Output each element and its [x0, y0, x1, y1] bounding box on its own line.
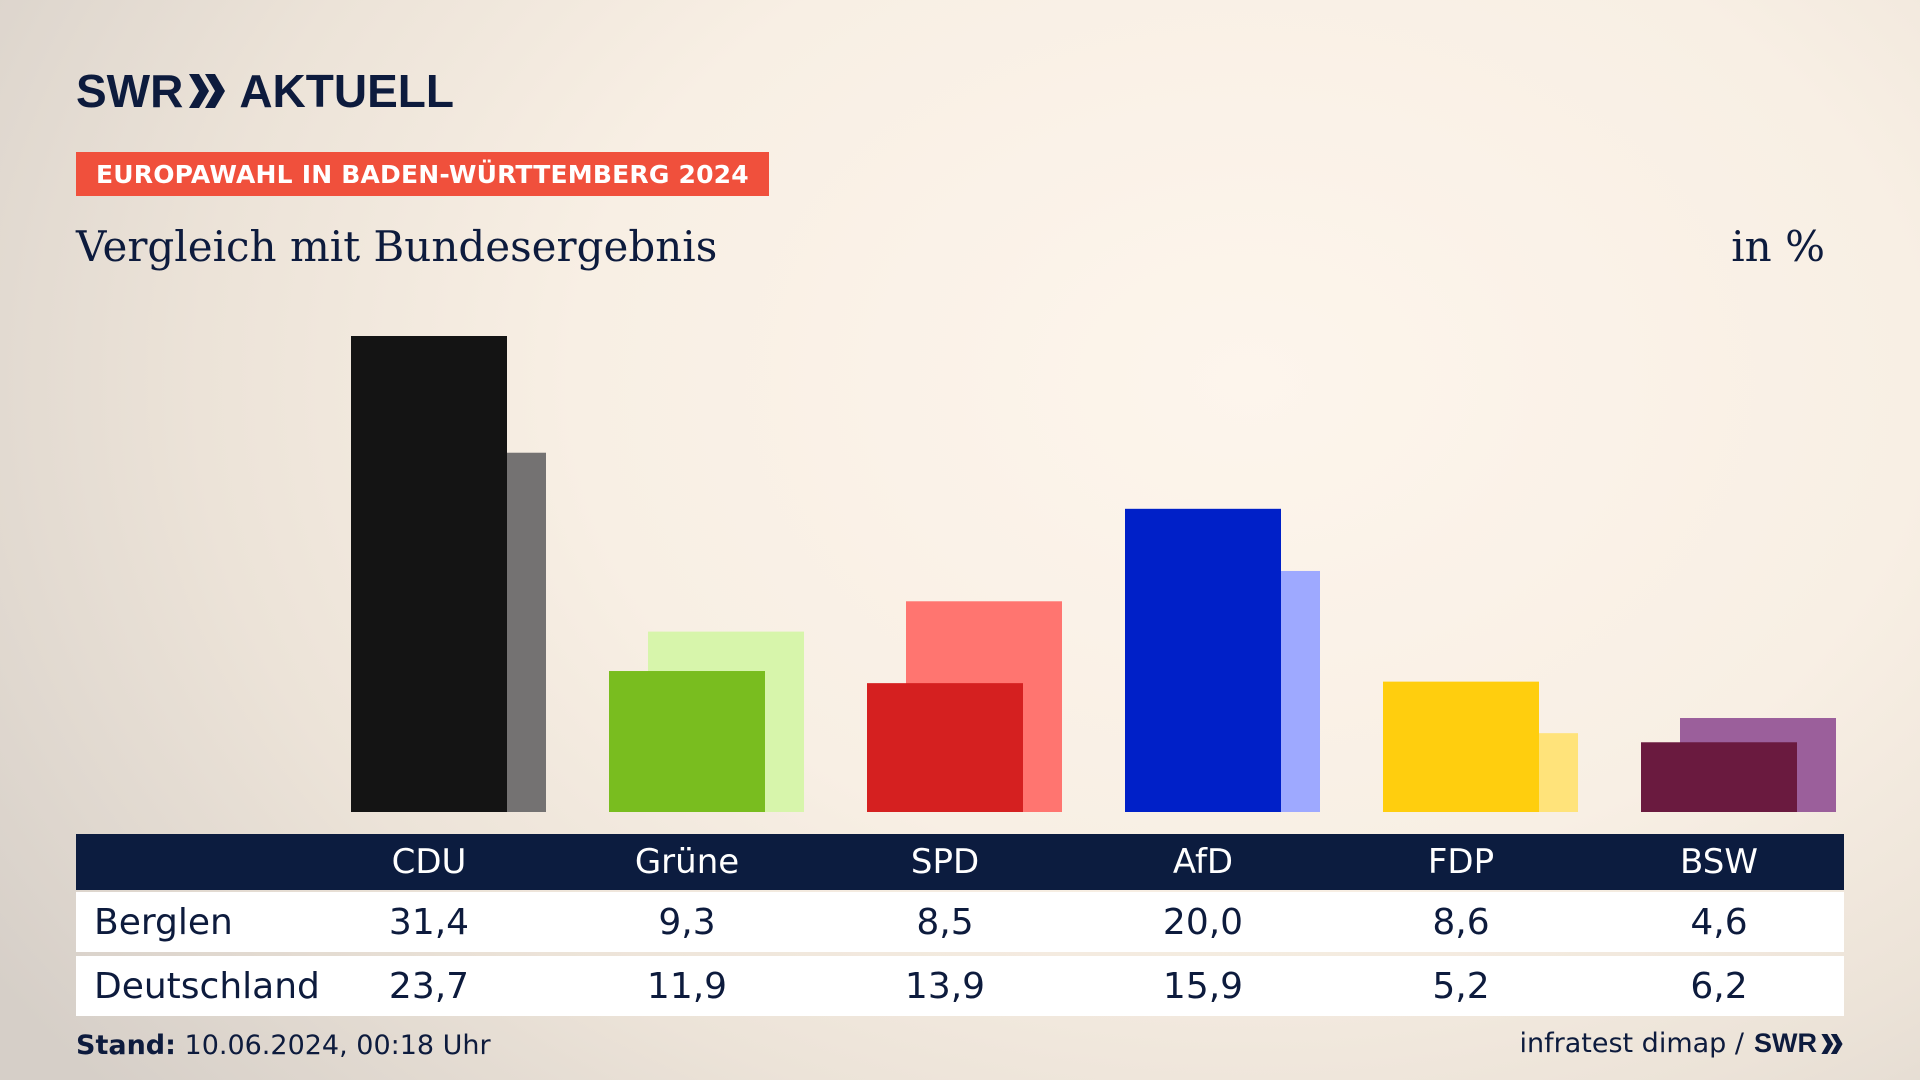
value-berglen-afd: 20,0	[1162, 901, 1244, 943]
bar-berglen-afd	[1125, 508, 1281, 812]
header-bsw: BSW	[1680, 842, 1758, 882]
value-berglen-cdu: 31,4	[388, 901, 470, 943]
value-berglen-fdp: 8,6	[1432, 901, 1490, 943]
chart-subtitle: Vergleich mit Bundesergebnis	[76, 222, 718, 271]
unit-label: in %	[1731, 222, 1825, 271]
value-de-fdp: 5,2	[1432, 965, 1490, 1007]
header-fdp: FDP	[1427, 842, 1495, 882]
logo-aktuell-text: AKTUELL	[239, 65, 454, 117]
bar-berglen-gruene	[609, 671, 765, 812]
value-de-spd: 13,9	[904, 965, 986, 1007]
bar-berglen-cdu	[351, 336, 507, 812]
source-brand-text: SWR	[1754, 1028, 1817, 1058]
stand-timestamp: Stand: 10.06.2024, 00:18 Uhr	[76, 1030, 491, 1061]
bar-deutschland-gruene	[648, 631, 804, 812]
header-afd: AfD	[1172, 842, 1234, 882]
value-de-cdu: 23,7	[388, 965, 470, 1007]
value-de-afd: 15,9	[1162, 965, 1244, 1007]
source-text: infratest dimap /	[1519, 1028, 1744, 1059]
bar-deutschland-fdp	[1422, 733, 1578, 812]
bar-berglen-bsw	[1641, 742, 1797, 812]
double-chevron-small-icon	[1821, 1033, 1843, 1054]
swr-aktuell-logo: SWR AKTUELL	[76, 66, 454, 116]
election-badge: EUROPAWAHL IN BADEN-WÜRTTEMBERG 2024	[76, 152, 769, 196]
row-label-berglen: Berglen	[94, 901, 233, 943]
bar-berglen-spd	[867, 683, 1023, 812]
value-de-bsw: 6,2	[1690, 965, 1748, 1007]
header-spd: SPD	[910, 842, 980, 882]
value-berglen-spd: 8,5	[916, 901, 974, 943]
source-credit: infratest dimap / SWR	[1519, 1028, 1844, 1059]
logo-swr-text: SWR	[76, 65, 184, 117]
bar-deutschland-bsw	[1680, 718, 1836, 812]
bar-deutschland-cdu	[390, 452, 546, 812]
stand-value: 10.06.2024, 00:18 Uhr	[184, 1030, 491, 1061]
value-de-gruene: 11,9	[646, 965, 728, 1007]
row-label-deutschland: Deutschland	[94, 965, 320, 1007]
value-berglen-gruene: 9,3	[658, 901, 716, 943]
value-berglen-bsw: 4,6	[1690, 901, 1748, 943]
table-row-deutschland: Deutschland 23,7 11,9 13,9 15,9 5,2 6,2	[76, 956, 1844, 1016]
bar-berglen-fdp	[1383, 681, 1539, 812]
stand-label: Stand:	[76, 1030, 176, 1061]
header-cdu: CDU	[391, 842, 467, 882]
bar-deutschland-spd	[906, 601, 1062, 812]
double-chevron-icon	[189, 74, 226, 108]
bar-deutschland-afd	[1164, 570, 1320, 812]
table-row-berglen: Berglen 31,4 9,3 8,5 20,0 8,6 4,6	[76, 892, 1844, 952]
source-brand: SWR	[1754, 1028, 1844, 1059]
table-header: CDU Grüne SPD AfD FDP BSW	[76, 834, 1844, 890]
header-gruene: Grüne	[634, 842, 740, 882]
